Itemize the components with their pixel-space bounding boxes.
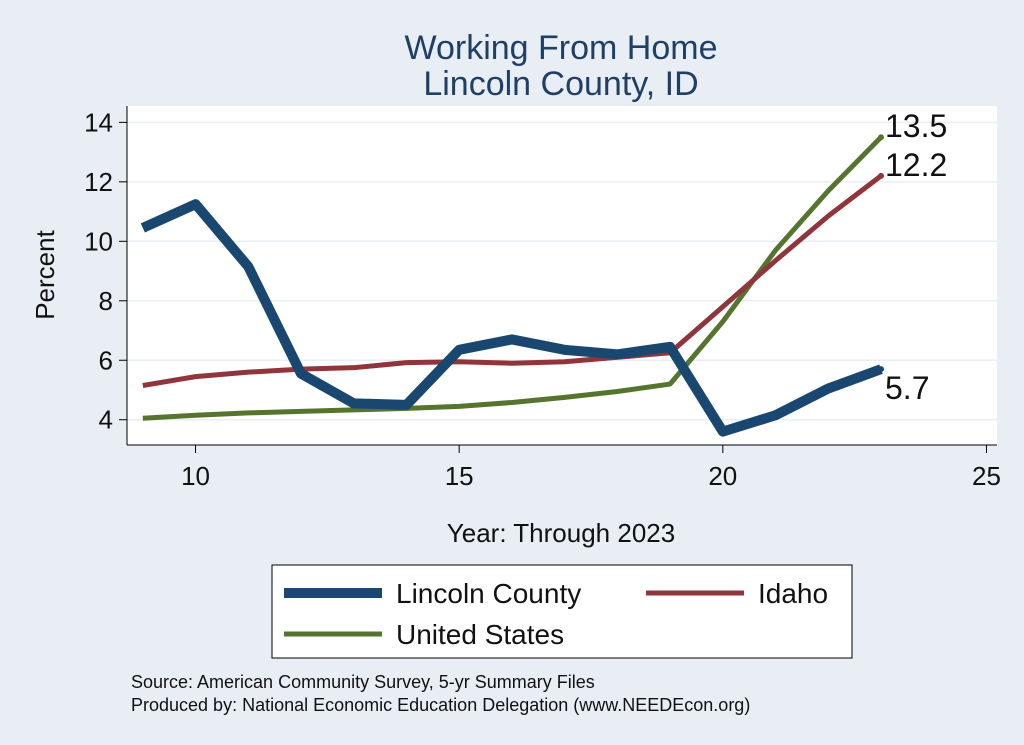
series-layer (140, 135, 883, 437)
source-note: Source: American Community Survey, 5-yr … (131, 672, 595, 692)
end-marker-idaho (878, 172, 884, 179)
end-label-idaho: 12.2 (885, 147, 947, 183)
end-label-lincoln-county: 5.7 (885, 370, 929, 406)
legend-label-idaho: Idaho (758, 578, 828, 609)
legend-box (271, 564, 853, 659)
legend-label-lincoln-county: Lincoln County (396, 578, 581, 609)
y-tick-label-8: 8 (99, 286, 113, 316)
y-tick-label-14: 14 (84, 107, 113, 137)
chart-title-line-1: Working From Home (405, 29, 718, 67)
x-tick-label-10: 10 (181, 461, 210, 491)
x-axis-title: Year: Through 2023 (447, 518, 675, 548)
producer-note: Produced by: National Economic Education… (131, 695, 750, 715)
chart-title-line-2: Lincoln County, ID (423, 65, 698, 103)
y-axis-title: Percent (30, 229, 60, 319)
legend: Lincoln County Idaho United States (271, 564, 853, 659)
x-tick-label-25: 25 (972, 461, 1001, 491)
axes: 4 6 8 10 12 14 10 15 20 25 (84, 106, 1001, 491)
series-line-lincoln-county (140, 199, 883, 437)
end-marker-lincoln-county (878, 366, 884, 373)
end-marker-united-states (878, 134, 884, 141)
y-tick-label-10: 10 (84, 226, 113, 256)
legend-label-united-states: United States (396, 619, 564, 650)
end-label-united-states: 13.5 (885, 108, 947, 144)
x-tick-label-20: 20 (708, 461, 737, 491)
y-tick-label-12: 12 (84, 167, 113, 197)
legend-items: Lincoln County Idaho United States (284, 578, 828, 650)
y-tick-label-6: 6 (99, 345, 113, 375)
series-line-idaho (142, 173, 883, 388)
plot-area (127, 106, 997, 445)
y-tick-label-4: 4 (99, 405, 113, 435)
x-tick-label-15: 15 (445, 461, 474, 491)
end-labels: 5.7 12.213.5 (878, 108, 947, 406)
